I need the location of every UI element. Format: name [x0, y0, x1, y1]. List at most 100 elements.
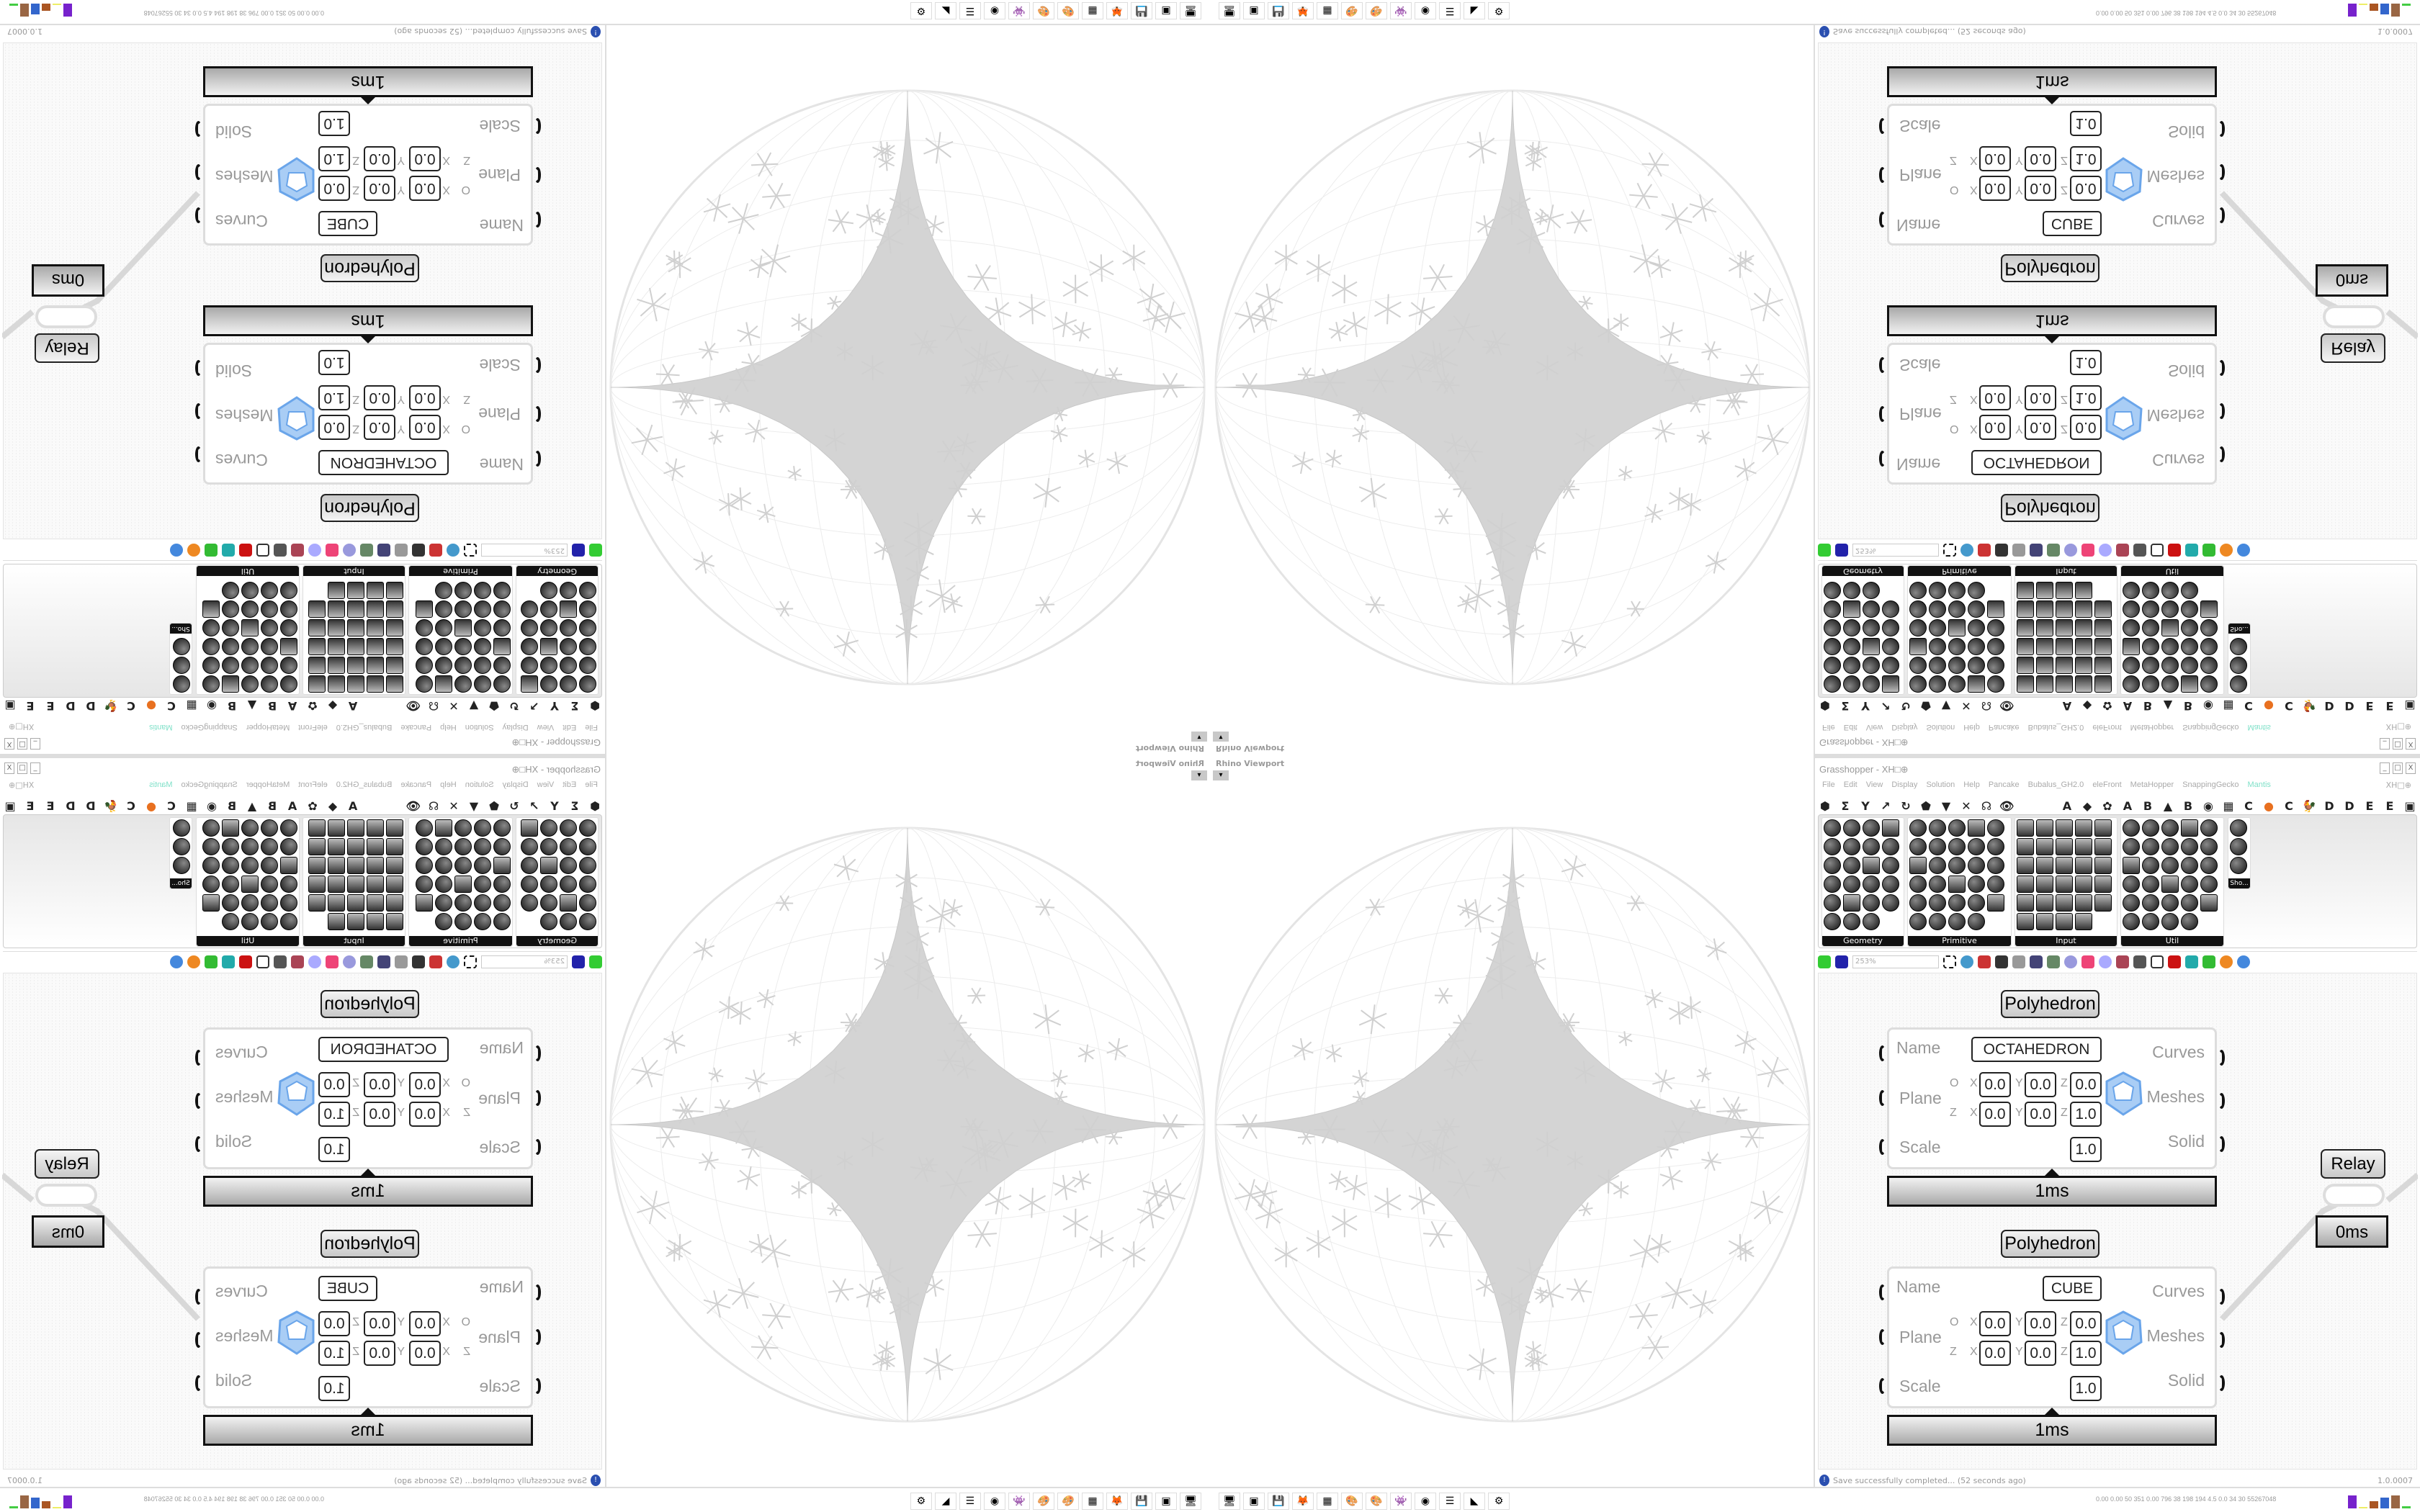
component-icon[interactable] — [328, 600, 345, 618]
preview-eye-icon[interactable] — [1960, 544, 1973, 557]
component-icon[interactable] — [454, 876, 472, 893]
component-icon[interactable] — [521, 857, 538, 874]
open-file-icon[interactable] — [1818, 955, 1831, 968]
normal-value[interactable]: 1.0 — [318, 385, 350, 410]
component-icon[interactable] — [2161, 894, 2179, 912]
close-button[interactable]: X — [2406, 738, 2416, 750]
origin-value[interactable]: 0.0 — [318, 1311, 350, 1336]
component-icon[interactable] — [1863, 657, 1880, 674]
origin-value[interactable]: 0.0 — [364, 176, 395, 201]
component-icon[interactable] — [347, 857, 364, 874]
taskbar-app-icon[interactable]: ▣ — [1243, 1493, 1265, 1510]
taskbar-app-icon[interactable]: ◣ — [935, 2, 956, 19]
output-port-curves[interactable] — [2218, 207, 2225, 223]
component-icon[interactable] — [367, 582, 384, 599]
display-orange-icon[interactable] — [187, 544, 200, 557]
component-icon[interactable] — [222, 838, 239, 855]
component-icon[interactable] — [521, 600, 538, 618]
component-icon[interactable] — [280, 600, 297, 618]
tab-icon[interactable]: E — [2365, 699, 2374, 714]
input-port-plane[interactable] — [1879, 1090, 1886, 1106]
component-icon[interactable] — [579, 675, 596, 693]
window-icon[interactable] — [360, 955, 373, 968]
component-icon[interactable] — [202, 819, 220, 837]
output-port-meshes[interactable] — [195, 1332, 202, 1348]
tab-icon[interactable]: Y — [1861, 798, 1870, 813]
panel-label[interactable]: Sho... — [170, 624, 192, 634]
component-icon[interactable] — [222, 894, 239, 912]
output-port-solid[interactable] — [2218, 121, 2225, 137]
input-port-scale[interactable] — [1879, 357, 1886, 373]
taskbar-app-icon[interactable]: 💾 — [1268, 2, 1289, 19]
tab-icon[interactable]: C — [2285, 798, 2293, 813]
component-icon[interactable] — [1909, 638, 1927, 655]
origin-value[interactable]: 0.0 — [2070, 1311, 2102, 1336]
component-icon[interactable] — [308, 619, 326, 636]
normal-value[interactable]: 0.0 — [364, 1102, 395, 1127]
component-icon[interactable] — [261, 857, 278, 874]
tab-icon[interactable]: ☊ — [1981, 699, 1992, 714]
tab-icon[interactable]: ▣ — [2404, 798, 2416, 813]
component-icon[interactable] — [280, 619, 297, 636]
component-icon[interactable] — [521, 894, 538, 912]
component-icon[interactable] — [386, 657, 403, 674]
input-port-name[interactable] — [534, 451, 541, 467]
panel-label[interactable]: Util — [197, 566, 299, 576]
component-icon[interactable] — [2094, 657, 2112, 674]
origin-value[interactable]: 0.0 — [2025, 1311, 2056, 1336]
normal-value[interactable]: 0.0 — [2025, 146, 2056, 171]
tab-icon[interactable]: ▦ — [2223, 699, 2234, 714]
minimize-button[interactable]: _ — [2380, 762, 2390, 774]
output-port-meshes[interactable] — [195, 164, 202, 180]
polyhedron-component[interactable]: Name Plane Scale Curves Meshes Solid CUB… — [195, 1266, 541, 1408]
component-icon[interactable] — [579, 819, 596, 837]
component-icon[interactable] — [474, 600, 491, 618]
origin-value[interactable]: 0.0 — [2025, 1072, 2056, 1097]
display-orange-icon[interactable] — [2220, 544, 2233, 557]
component-icon[interactable] — [222, 638, 239, 655]
component-icon[interactable] — [2142, 582, 2159, 599]
component-icon[interactable] — [2017, 876, 2034, 893]
component-icon[interactable] — [367, 619, 384, 636]
component-icon[interactable] — [280, 876, 297, 893]
grasshopper-canvas[interactable]: Polyhedron Name Plane Scale Curves Meshe… — [1818, 973, 2418, 1470]
component-icon[interactable] — [540, 675, 557, 693]
component-icon[interactable] — [1929, 675, 1946, 693]
tab-icon[interactable]: ⬢ — [1820, 798, 1830, 813]
component-icon[interactable] — [1824, 675, 1841, 693]
name-value[interactable]: OCTAHEDRON — [1971, 1037, 2102, 1062]
component-icon[interactable] — [386, 913, 403, 930]
component-icon[interactable] — [2094, 876, 2112, 893]
component-icon[interactable] — [328, 582, 345, 599]
component-icon[interactable] — [328, 876, 345, 893]
panel-label[interactable]: Input — [2015, 936, 2117, 946]
component-icon[interactable] — [261, 838, 278, 855]
normal-value[interactable]: 0.0 — [2025, 1102, 2056, 1127]
close-button[interactable]: X — [4, 762, 14, 774]
component-icon[interactable] — [560, 838, 577, 855]
menu-metahopper[interactable]: MetaHopper — [2130, 780, 2174, 789]
component-icon[interactable] — [416, 675, 433, 693]
normal-value[interactable]: 0.0 — [409, 146, 441, 171]
panel-label[interactable]: Geometry — [1822, 566, 1904, 576]
component-icon[interactable] — [2161, 675, 2179, 693]
component-icon[interactable] — [521, 619, 538, 636]
output-port-curves[interactable] — [2218, 1050, 2225, 1066]
tab-icon[interactable]: B — [2183, 798, 2193, 813]
origin-value[interactable]: 0.0 — [409, 415, 441, 440]
component-icon[interactable] — [202, 857, 220, 874]
output-port-solid[interactable] — [195, 121, 202, 137]
component-icon[interactable] — [386, 819, 403, 837]
menu-pancake[interactable]: Pancake — [1988, 780, 2020, 789]
tab-icon[interactable]: ☊ — [1981, 798, 1992, 813]
component-icon[interactable] — [2181, 582, 2198, 599]
component-icon[interactable] — [386, 619, 403, 636]
component-icon[interactable] — [2123, 913, 2140, 930]
zoom-extents-icon[interactable] — [464, 544, 477, 557]
component-icon[interactable] — [2036, 638, 2053, 655]
tab-icon[interactable]: Y — [550, 798, 559, 813]
tab-icon[interactable]: ▼ — [1941, 699, 1951, 714]
component-icon[interactable] — [1909, 819, 1927, 837]
component-icon[interactable] — [1929, 582, 1946, 599]
input-port-plane[interactable] — [1879, 1329, 1886, 1345]
